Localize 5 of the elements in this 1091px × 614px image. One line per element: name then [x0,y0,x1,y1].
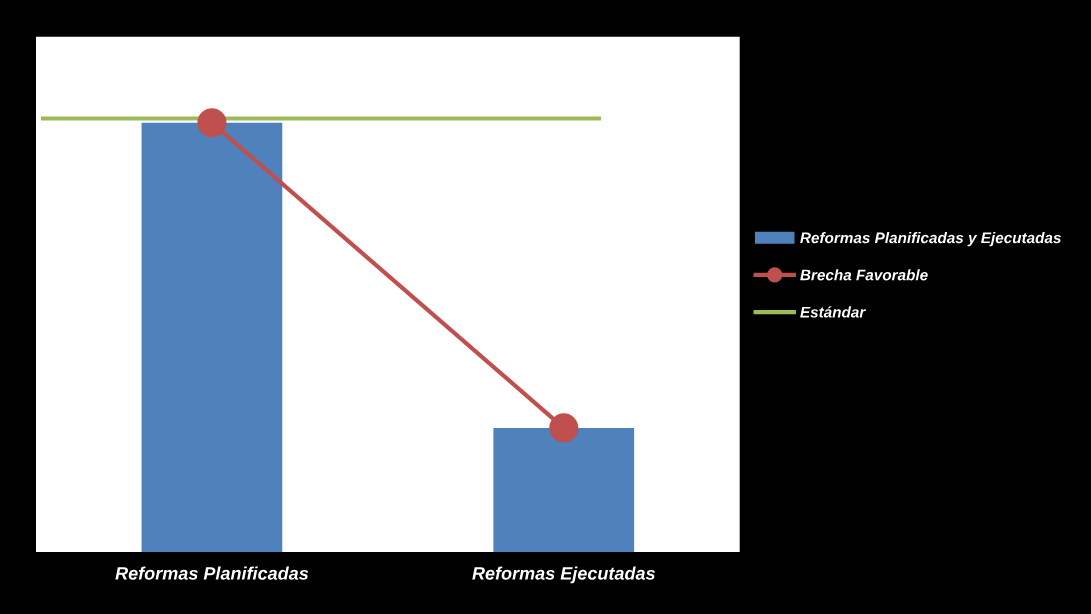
legend-label: Brecha Favorable [800,269,928,281]
x-tick-label: Reformas Ejecutadas [472,566,655,584]
legend-label: Reformas Planificadas y Ejecutadas [800,232,1061,247]
x-tick-label: Reformas Planificadas [115,566,309,580]
legend-label: Estándar [800,306,867,318]
